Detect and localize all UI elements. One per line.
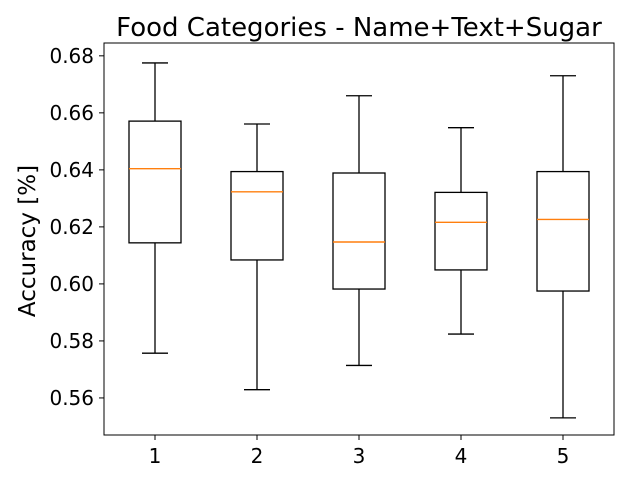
y-tick-label: 0.62 <box>49 215 94 239</box>
x-tick-label: 1 <box>149 444 162 468</box>
x-tick-label: 5 <box>557 444 570 468</box>
y-axis-label: Accuracy [%] <box>15 165 41 317</box>
box-4-iqr-box <box>434 191 488 271</box>
y-tick-label: 0.68 <box>49 44 94 68</box>
plot-area: 0.56 0.58 0.60 0.62 0.64 0.66 0.68 1 2 3 4 5 <box>49 42 615 468</box>
y-tick-label: 0.60 <box>49 272 94 296</box>
box-2-iqr-box <box>230 170 284 261</box>
x-tick-label: 4 <box>455 444 468 468</box>
x-tick-label: 3 <box>353 444 366 468</box>
box-1-iqr-box <box>128 120 182 244</box>
y-tick-label: 0.56 <box>49 386 94 410</box>
box-5-iqr-box <box>536 170 590 292</box>
x-tick-label: 2 <box>251 444 264 468</box>
y-tick-label: 0.64 <box>49 158 94 182</box>
y-tick-label: 0.66 <box>49 101 94 125</box>
y-tick-label: 0.58 <box>49 329 94 353</box>
box-3-iqr-box <box>332 172 386 290</box>
chart-title: Food Categories - Name+Text+Sugar <box>116 13 602 43</box>
